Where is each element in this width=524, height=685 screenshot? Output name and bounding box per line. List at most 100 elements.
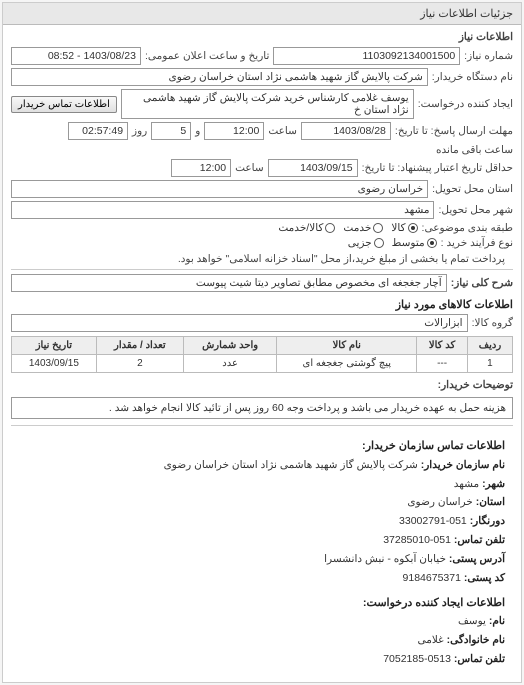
radio-dot-icon: [408, 223, 418, 233]
creator-name-label: نام:: [489, 615, 505, 627]
table-cell: عدد: [183, 355, 276, 373]
table-cell: ---: [417, 355, 468, 373]
creator-name: یوسف: [458, 615, 486, 627]
table-cell: 1403/09/15: [12, 355, 97, 373]
requester-field: یوسف غلامی کارشناس خرید شرکت پالایش گاز …: [121, 89, 414, 119]
goods-group-field: ابزارالات: [11, 314, 468, 332]
radio-goods[interactable]: کالا: [391, 222, 417, 234]
creator-title: اطلاعات ایجاد کننده درخواست:: [19, 594, 505, 613]
row-desc: شرح کلی نیاز: آچار جغجغه ای مخصوص مطابق …: [11, 274, 513, 292]
deadline-send-label: مهلت ارسال پاسخ: تا تاریخ:: [395, 125, 513, 137]
contact-fax-label: دورنگار:: [470, 515, 505, 527]
deliver-state-label: استان محل تحویل:: [432, 183, 513, 195]
row-need-number: شماره نیاز: 1103092134001500 تاریخ و ساع…: [11, 47, 513, 65]
radio-dot-icon: [374, 238, 384, 248]
goods-section-title: اطلاعات کالاهای مورد نیاز: [11, 298, 513, 311]
row-deadline-receive: حداقل تاریخ اعتبار پیشنهاد: تا تاریخ: 14…: [11, 159, 513, 177]
deliver-state-field: خراسان رضوی: [11, 180, 428, 198]
desc-label: شرح کلی نیاز:: [451, 277, 513, 289]
window-title: جزئیات اطلاعات نیاز: [3, 3, 521, 25]
radio-minor-label: جزیی: [348, 237, 372, 249]
contact-addr-label: آدرس پستی:: [449, 553, 505, 565]
row-deliver-state: استان محل تحویل: خراسان رضوی: [11, 180, 513, 198]
goods-group-label: گروه کالا:: [472, 317, 513, 329]
process-label: نوع فرآیند خرید :: [441, 237, 513, 249]
need-number-field: 1103092134001500: [273, 47, 460, 65]
contact-post: 9184675371: [403, 572, 461, 584]
radio-dot-icon: [373, 223, 383, 233]
deadline-time1: 12:00: [204, 122, 264, 140]
group-radios: کالا خدمت کالا/خدمت: [278, 222, 417, 234]
deliver-city-field: مشهد: [11, 201, 434, 219]
contact-org: شرکت پالایش گاز شهید هاشمی نژاد استان خر…: [164, 459, 418, 471]
buyer-note-box: هزینه حمل به عهده خریدار می باشد و پرداخ…: [11, 397, 513, 419]
buyer-note-label: توضیحات خریدار:: [438, 379, 513, 391]
creator-family: غلامی: [418, 634, 444, 646]
row-deadline-send: مهلت ارسال پاسخ: تا تاریخ: 1403/08/28 سا…: [11, 122, 513, 156]
row-deliver-city: شهر محل تحویل: مشهد: [11, 201, 513, 219]
radio-minor[interactable]: جزیی: [348, 237, 384, 249]
radio-goods-label: کالا: [391, 222, 405, 234]
radio-service-label: خدمت: [343, 222, 371, 234]
divider: [11, 269, 513, 270]
table-header-cell: تاریخ نیاز: [12, 337, 97, 355]
requester-label: ایجاد کننده درخواست:: [418, 98, 513, 110]
deliver-city-label: شهر محل تحویل:: [438, 204, 513, 216]
contact-phone: 051-37285010: [383, 534, 451, 546]
contact-city: مشهد: [454, 478, 479, 490]
public-time-field: 1403/08/23 - 08:52: [11, 47, 141, 65]
contact-org-label: نام سازمان خریدار:: [421, 459, 505, 471]
table-cell: پیچ گوشتی جغجغه ای: [277, 355, 417, 373]
radio-avg[interactable]: متوسط: [392, 237, 437, 249]
process-note: پرداخت تمام یا بخشی از مبلغ خرید،از محل …: [178, 253, 505, 265]
row-goods-group: گروه کالا: ابزارالات: [11, 314, 513, 332]
radio-dot-icon: [325, 223, 335, 233]
radio-dot-icon: [427, 238, 437, 248]
creator-phone-label: تلفن تماس:: [454, 653, 505, 665]
radio-goods-service-label: کالا/خدمت: [278, 222, 323, 234]
contact-state: خراسان رضوی: [407, 496, 472, 508]
creator-family-label: نام خانوادگی:: [447, 634, 505, 646]
contact-addr: خیابان آبکوه - نبش دانشسرا: [324, 553, 446, 565]
goods-table-header-row: ردیفکد کالانام کالاواحد شمارشتعداد / مقد…: [12, 337, 513, 355]
contact-city-label: شهر:: [482, 478, 505, 490]
table-cell: 2: [96, 355, 183, 373]
table-cell: 1: [467, 355, 512, 373]
table-header-cell: ردیف: [467, 337, 512, 355]
days-field: 5: [151, 122, 191, 140]
table-row: 1---پیچ گوشتی جغجغه ایعدد21403/09/15: [12, 355, 513, 373]
table-header-cell: تعداد / مقدار: [96, 337, 183, 355]
day-word: روز: [132, 125, 147, 137]
and-label: و: [195, 125, 200, 137]
deadline-receive-label: حداقل تاریخ اعتبار پیشنهاد: تا تاریخ:: [362, 162, 513, 174]
row-buyer-org: نام دستگاه خریدار: شرکت پالایش گاز شهید …: [11, 68, 513, 86]
goods-table: ردیفکد کالانام کالاواحد شمارشتعداد / مقد…: [11, 336, 513, 373]
contact-fax: 051-33002791: [399, 515, 467, 527]
window-title-text: جزئیات اطلاعات نیاز: [420, 8, 513, 20]
time-label-2: ساعت: [235, 162, 264, 174]
divider: [11, 425, 513, 426]
public-time-label: تاریخ و ساعت اعلان عمومی:: [145, 50, 269, 62]
group-label: طبقه بندی موضوعی:: [422, 222, 513, 234]
table-header-cell: نام کالا: [277, 337, 417, 355]
deadline-date2: 1403/09/15: [268, 159, 358, 177]
radio-goods-service[interactable]: کالا/خدمت: [278, 222, 335, 234]
radio-avg-label: متوسط: [392, 237, 425, 249]
contact-buyer-button[interactable]: اطلاعات تماس خریدار: [11, 96, 117, 113]
contact-phone-label: تلفن تماس:: [454, 534, 505, 546]
contact-state-label: استان:: [476, 496, 505, 508]
buyer-org-field: شرکت پالایش گاز شهید هاشمی نژاد استان خر…: [11, 68, 428, 86]
need-number-label: شماره نیاز:: [464, 50, 513, 62]
radio-service[interactable]: خدمت: [343, 222, 383, 234]
remain-field: 02:57:49: [68, 122, 128, 140]
deadline-time2: 12:00: [171, 159, 231, 177]
buyer-org-label: نام دستگاه خریدار:: [432, 71, 513, 83]
contact-section-title: اطلاعات تماس سازمان خریدار:: [19, 437, 505, 456]
row-process: نوع فرآیند خرید : متوسط جزیی پرداخت تمام…: [11, 237, 513, 265]
remain-label: ساعت باقی مانده: [436, 144, 513, 156]
desc-field: آچار جغجغه ای مخصوص مطابق تصاویر دیتا شی…: [11, 274, 447, 292]
row-group: طبقه بندی موضوعی: کالا خدمت کالا/خدمت: [11, 222, 513, 234]
panel-title: اطلاعات نیاز: [11, 31, 513, 43]
table-header-cell: کد کالا: [417, 337, 468, 355]
process-radios: متوسط جزیی: [348, 237, 437, 249]
